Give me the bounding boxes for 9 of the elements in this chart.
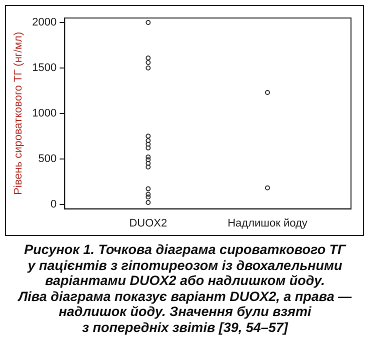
y-tick-label: 1500 — [32, 62, 57, 74]
x-tick-label: Надлишок йоду — [228, 217, 308, 230]
y-tick-label: 0 — [50, 198, 57, 210]
y-tick-label: 2000 — [32, 16, 57, 29]
y-axis-title: Рівень сироваткового ТГ (нг/мл) — [12, 32, 25, 195]
x-tick-label: DUOX2 — [129, 217, 168, 230]
y-tick-label: 1000 — [32, 107, 57, 120]
text: Рисунок 1. Точкова діаграма сироваткового ТГ у пацієнтів з гіпотиреозом із двохалельними варіантами DUOX2 або надлишком йоду. Ліва діаграма показує варіант DUOX2, а права — надлишок йоду. Значення були взяті з попередніх звітів [39, 54–57] — [16, 242, 353, 335]
y-tick-label: 500 — [38, 152, 57, 165]
